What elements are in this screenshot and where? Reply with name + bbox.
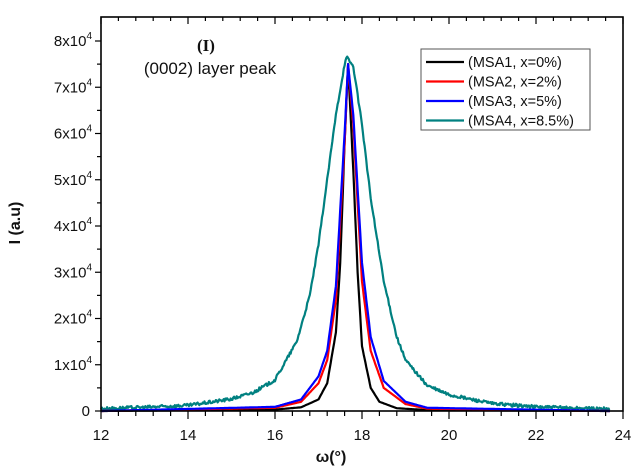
ticks-layer bbox=[95, 17, 624, 419]
x-tick-label: 18 bbox=[354, 427, 371, 444]
x-tick-label: 22 bbox=[528, 427, 545, 444]
legend-label: (MSA2, x=2%) bbox=[468, 75, 562, 91]
y-tick-label: 2x104 bbox=[54, 309, 93, 328]
x-tick-label: 14 bbox=[180, 427, 197, 444]
annotation-peak-label: (0002) layer peak bbox=[144, 59, 277, 78]
y-tick-label: 7x104 bbox=[54, 77, 93, 96]
y-tick-label: 6x104 bbox=[54, 124, 93, 143]
legend-label: (MSA1, x=0%) bbox=[468, 55, 562, 71]
series-line-3 bbox=[100, 62, 611, 413]
x-tick-label: 20 bbox=[441, 427, 458, 444]
legend-label: (MSA3, x=5%) bbox=[468, 94, 562, 110]
x-tick-label: 24 bbox=[615, 427, 632, 444]
x-tick-label: 12 bbox=[93, 427, 110, 444]
y-tick-label: 3x104 bbox=[54, 262, 93, 281]
y-tick-label: 1x104 bbox=[54, 355, 93, 374]
y-tick-label: 5x104 bbox=[54, 170, 93, 189]
labels-layer: 12 14 16 18 20 22 24 0 1x104 2x104 3x104 4x104 5x104… bbox=[54, 31, 631, 444]
y-tick-label: 8x104 bbox=[54, 31, 93, 50]
legend: (MSA1, x=0%) (MSA2, x=2%) (MSA3, x=5%) (MSA… bbox=[420, 48, 591, 131]
series-line-4 bbox=[100, 55, 611, 412]
y-tick-label: 0 bbox=[82, 403, 90, 420]
x-axis-title: ω(°) bbox=[316, 449, 347, 466]
y-axis-title: I (a.u) bbox=[7, 202, 24, 245]
y-tick-label: 4x104 bbox=[54, 216, 93, 235]
x-tick-label: 16 bbox=[267, 427, 284, 444]
legend-label: (MSA4, x=8.5%) bbox=[468, 114, 574, 130]
annotation-panel-label: (I) bbox=[197, 36, 215, 55]
